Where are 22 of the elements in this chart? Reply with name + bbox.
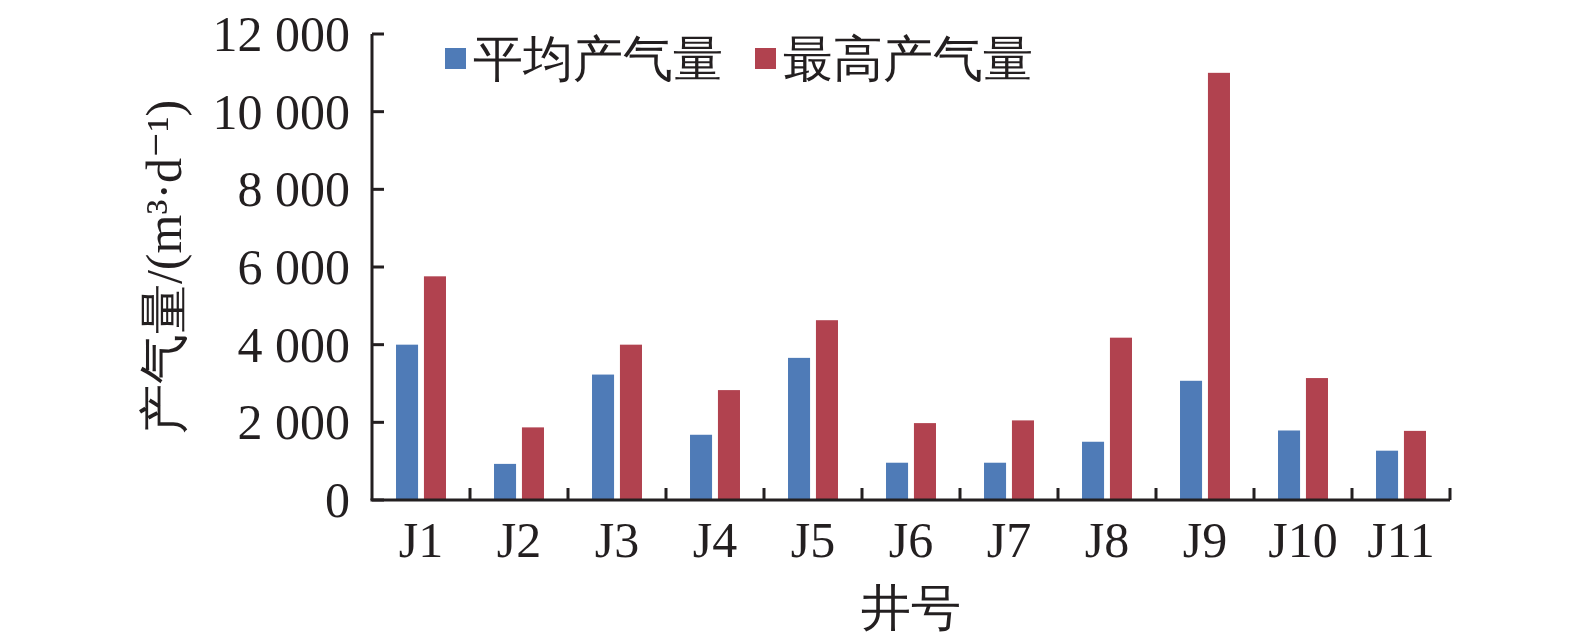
y-tick-label: 2 000 bbox=[237, 394, 350, 451]
x-tick-label: J9 bbox=[1182, 512, 1228, 568]
x-tick-label: J5 bbox=[790, 512, 836, 568]
x-tick-label: J1 bbox=[398, 512, 444, 568]
x-tick-label: J6 bbox=[888, 512, 934, 568]
legend-label: 平均产气量 bbox=[473, 31, 723, 87]
y-axis-title: 产气量/(m³·d⁻¹) bbox=[136, 99, 192, 435]
y-tick-label: 6 000 bbox=[237, 239, 350, 295]
x-tick-label: J4 bbox=[692, 512, 738, 568]
x-tick-label: J11 bbox=[1367, 512, 1435, 568]
x-tick-label: J8 bbox=[1084, 512, 1130, 568]
y-tick-label: 4 000 bbox=[237, 316, 350, 373]
y-tick-label: 10 000 bbox=[212, 83, 350, 140]
x-tick-label: J3 bbox=[594, 512, 640, 568]
x-tick-label: J10 bbox=[1268, 512, 1338, 568]
y-tick-label: 0 bbox=[325, 472, 350, 528]
y-tick-label: 8 000 bbox=[237, 161, 350, 218]
x-tick-label: J7 bbox=[986, 512, 1032, 568]
x-axis-title: 井号 bbox=[861, 580, 961, 636]
x-tick-label: J2 bbox=[496, 512, 542, 568]
y-tick-label: 12 000 bbox=[212, 6, 350, 62]
legend-label: 最高产气量 bbox=[783, 31, 1033, 87]
